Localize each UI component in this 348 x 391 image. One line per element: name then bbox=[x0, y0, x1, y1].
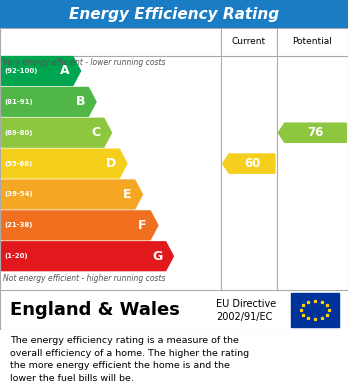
Text: (55-68): (55-68) bbox=[4, 161, 32, 167]
Text: C: C bbox=[91, 126, 100, 139]
Text: F: F bbox=[138, 219, 147, 232]
Polygon shape bbox=[223, 154, 275, 173]
Polygon shape bbox=[2, 88, 96, 116]
Text: Potential: Potential bbox=[292, 37, 332, 46]
Text: Not energy efficient - higher running costs: Not energy efficient - higher running co… bbox=[3, 274, 166, 283]
Text: 76: 76 bbox=[308, 126, 324, 139]
Text: England & Wales: England & Wales bbox=[10, 301, 180, 319]
Text: (69-80): (69-80) bbox=[4, 130, 33, 136]
Polygon shape bbox=[2, 180, 142, 209]
Text: B: B bbox=[76, 95, 85, 108]
Text: (92-100): (92-100) bbox=[4, 68, 38, 74]
Polygon shape bbox=[2, 211, 158, 240]
Text: A: A bbox=[60, 65, 70, 77]
Text: Very energy efficient - lower running costs: Very energy efficient - lower running co… bbox=[3, 58, 166, 67]
Polygon shape bbox=[2, 149, 127, 178]
Polygon shape bbox=[2, 118, 111, 147]
Text: The energy efficiency rating is a measure of the
overall efficiency of a home. T: The energy efficiency rating is a measur… bbox=[10, 336, 250, 383]
Text: 60: 60 bbox=[244, 157, 261, 170]
Text: G: G bbox=[152, 250, 162, 263]
Text: EU Directive: EU Directive bbox=[216, 299, 276, 309]
Text: (81-91): (81-91) bbox=[4, 99, 33, 105]
Polygon shape bbox=[2, 242, 173, 271]
Text: 2002/91/EC: 2002/91/EC bbox=[216, 312, 272, 322]
Text: Energy Efficiency Rating: Energy Efficiency Rating bbox=[69, 7, 279, 22]
Text: (39-54): (39-54) bbox=[4, 192, 33, 197]
Text: Current: Current bbox=[232, 37, 266, 46]
Text: D: D bbox=[105, 157, 116, 170]
Text: (21-38): (21-38) bbox=[4, 222, 33, 228]
Polygon shape bbox=[2, 57, 81, 85]
Text: (1-20): (1-20) bbox=[4, 253, 28, 259]
Polygon shape bbox=[278, 123, 346, 142]
Bar bbox=[291, 293, 339, 327]
Text: E: E bbox=[123, 188, 131, 201]
